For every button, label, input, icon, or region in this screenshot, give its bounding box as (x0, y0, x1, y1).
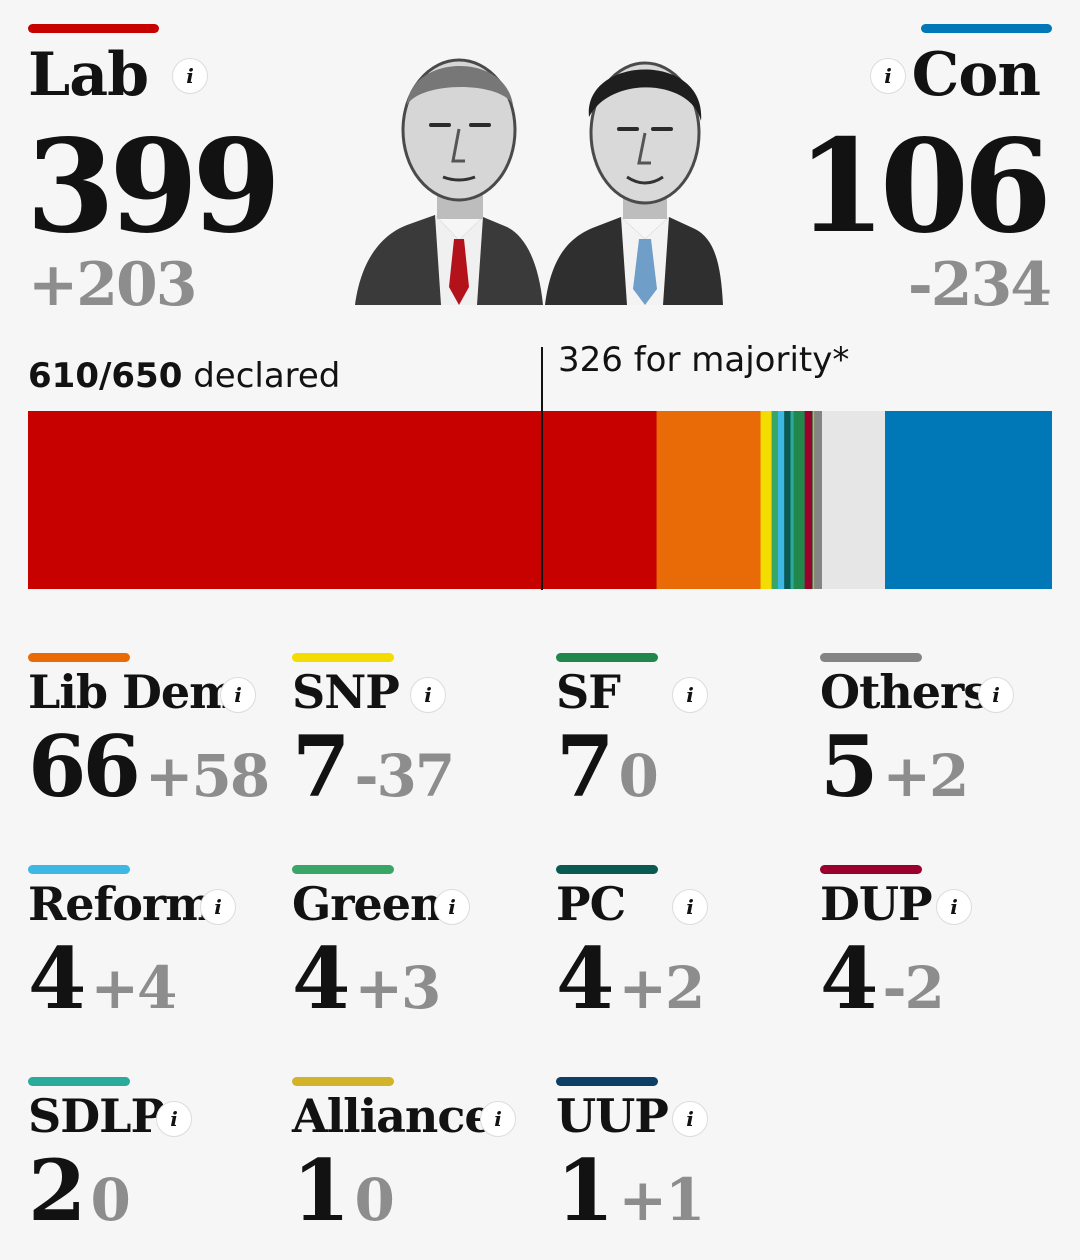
seat-bar-segment-uup (810, 411, 814, 589)
party-seat-change: +1 (618, 1166, 705, 1234)
party-seat-count: 7 (292, 717, 350, 816)
party-info-icon[interactable]: i (156, 1101, 192, 1137)
party-info-icon[interactable]: i (480, 1101, 516, 1137)
party-accent-bar (292, 865, 394, 874)
lab-leader-portrait (355, 58, 543, 305)
leader-portraits-illustration (355, 58, 723, 305)
party-info-icon[interactable]: i (936, 889, 972, 925)
party-name: UUP (556, 1089, 669, 1143)
party-name: SDLP (28, 1089, 165, 1143)
party-accent-bar (28, 653, 130, 662)
party-accent-bar (28, 1077, 130, 1086)
party-accent-bar (556, 653, 658, 662)
party-name: DUP (820, 877, 933, 931)
seat-bar-segment-sdlp (790, 411, 795, 589)
party-info-icon[interactable]: i (200, 889, 236, 925)
party-name: Lib Dem (28, 665, 238, 719)
seat-bar-segment-lib-dem (656, 411, 762, 589)
party-name: SNP (292, 665, 400, 719)
party-result-row: 4 +2 (556, 929, 705, 1028)
seat-bar-segment-pc (784, 411, 791, 589)
seat-bar-segment-dup (804, 411, 812, 589)
party-seat-change: +3 (354, 954, 441, 1022)
party-result-row: 4 -2 (820, 929, 945, 1028)
party-result-row: 7 -37 (292, 717, 455, 816)
party-accent-bar (292, 1077, 394, 1086)
party-info-icon[interactable]: i (672, 889, 708, 925)
party-seat-change: +2 (882, 742, 969, 810)
party-accent-bar (820, 653, 922, 662)
seat-bar-segment-reform (777, 411, 785, 589)
party-info-icon[interactable]: i (220, 677, 256, 713)
party-seat-change: +2 (618, 954, 705, 1022)
party-seat-change: 0 (618, 742, 658, 810)
party-seat-count: 4 (292, 929, 350, 1028)
seat-bar-segment-sf (793, 411, 806, 589)
con-seat-change: -234 (907, 250, 1052, 320)
con-party-name: Con (911, 40, 1041, 110)
declared-count: 610/650 (28, 356, 183, 396)
party-name: SF (556, 665, 621, 719)
party-seat-change: -2 (882, 954, 944, 1022)
lab-info-icon[interactable]: i (172, 58, 208, 94)
seat-bar-chart (28, 411, 1052, 589)
seat-bar-segment-con (885, 411, 1052, 589)
party-seat-count: 4 (28, 929, 86, 1028)
party-name: Alliance (292, 1089, 494, 1143)
declared-label: 610/650 declared (28, 356, 340, 396)
party-info-icon[interactable]: i (410, 677, 446, 713)
seat-bar-segment-alliance (812, 411, 815, 589)
party-accent-bar (556, 865, 658, 874)
lab-seat-count: 399 (26, 112, 281, 262)
party-name: PC (556, 877, 626, 931)
party-name: Reform (28, 877, 214, 931)
party-result-row: 4 +3 (292, 929, 441, 1028)
seat-bar-segment-lab (28, 411, 658, 589)
seat-bar-segment-undeclared (821, 411, 886, 589)
party-info-icon[interactable]: i (672, 677, 708, 713)
party-seat-count: 7 (556, 717, 614, 816)
party-result-row: 66 +58 (28, 717, 270, 816)
lab-accent-bar (28, 24, 159, 33)
party-info-icon[interactable]: i (434, 889, 470, 925)
party-result-row: 4 +4 (28, 929, 177, 1028)
con-seat-count: 106 (796, 112, 1052, 262)
majority-marker-line (540, 347, 543, 590)
con-accent-bar (921, 24, 1052, 33)
party-seat-change: 0 (354, 1166, 394, 1234)
party-seat-count: 4 (556, 929, 614, 1028)
lab-party-name: Lab (28, 40, 149, 110)
party-info-icon[interactable]: i (978, 677, 1014, 713)
seat-bar-segment-others (814, 411, 823, 589)
party-seat-count: 4 (820, 929, 878, 1028)
party-accent-bar (28, 865, 130, 874)
party-seat-change: +4 (90, 954, 177, 1022)
declared-text: declared (193, 356, 341, 396)
party-result-row: 5 +2 (820, 717, 969, 816)
con-leader-portrait (545, 61, 723, 305)
party-info-icon[interactable]: i (672, 1101, 708, 1137)
majority-label: 326 for majority* (558, 340, 850, 380)
party-name: Others (820, 665, 989, 719)
party-seat-count: 5 (820, 717, 878, 816)
party-seat-change: +58 (144, 742, 270, 810)
seat-bar-segment-snp (760, 411, 773, 589)
party-seat-count: 2 (28, 1141, 86, 1240)
party-seat-count: 1 (292, 1141, 350, 1240)
con-info-icon[interactable]: i (870, 58, 906, 94)
party-accent-bar (820, 865, 922, 874)
party-seat-change: -37 (354, 742, 455, 810)
party-result-row: 1 +1 (556, 1141, 705, 1240)
party-seat-count: 1 (556, 1141, 614, 1240)
party-accent-bar (292, 653, 394, 662)
party-seat-change: 0 (90, 1166, 130, 1234)
seat-bar-segment-green (771, 411, 779, 589)
party-accent-bar (556, 1077, 658, 1086)
party-seat-count: 66 (28, 717, 141, 816)
lab-seat-change: +203 (28, 250, 198, 320)
party-name: Green (292, 877, 443, 931)
